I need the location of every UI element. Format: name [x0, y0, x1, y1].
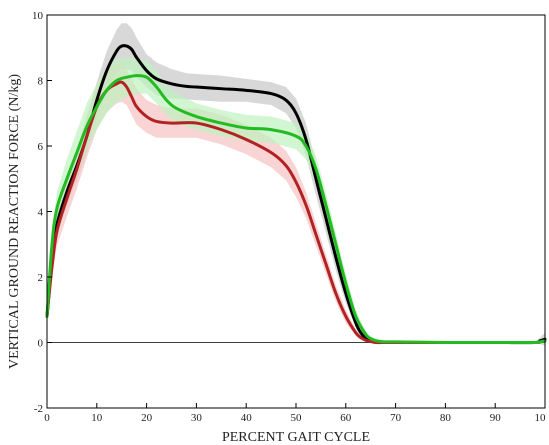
- x-tick-label: 50: [291, 412, 303, 424]
- y-tick-label: 4: [38, 207, 44, 219]
- y-tick-label: 8: [38, 76, 44, 88]
- x-tick-label: 70: [390, 412, 402, 424]
- y-tick-label: 10: [32, 10, 44, 22]
- x-axis-label: PERCENT GAIT CYCLE: [222, 430, 370, 445]
- x-tick-label: 20: [141, 412, 153, 424]
- y-tick-label: 6: [38, 141, 44, 153]
- x-tick-label: 30: [191, 412, 203, 424]
- band-series-3: [47, 57, 545, 344]
- x-tick-label: 0: [44, 412, 50, 424]
- y-tick-label: 2: [38, 272, 44, 284]
- series-lines: [45, 44, 547, 345]
- confidence-bands: [47, 23, 545, 346]
- x-tick-label: 10: [91, 412, 103, 424]
- x-tick-label: 10: [535, 412, 547, 424]
- x-tick-label: 40: [241, 412, 253, 424]
- x-tick-label: 60: [340, 412, 352, 424]
- x-tick-label: 80: [440, 412, 452, 424]
- band-series-2: [47, 62, 545, 344]
- y-tick-label: -2: [34, 403, 43, 415]
- y-tick-label: 0: [38, 338, 44, 350]
- x-tick-label: 90: [490, 412, 502, 424]
- y-axis-label: VERTICAL GROUND REACTION FORCE (N/kg): [7, 74, 22, 369]
- line-series-3: [45, 74, 547, 345]
